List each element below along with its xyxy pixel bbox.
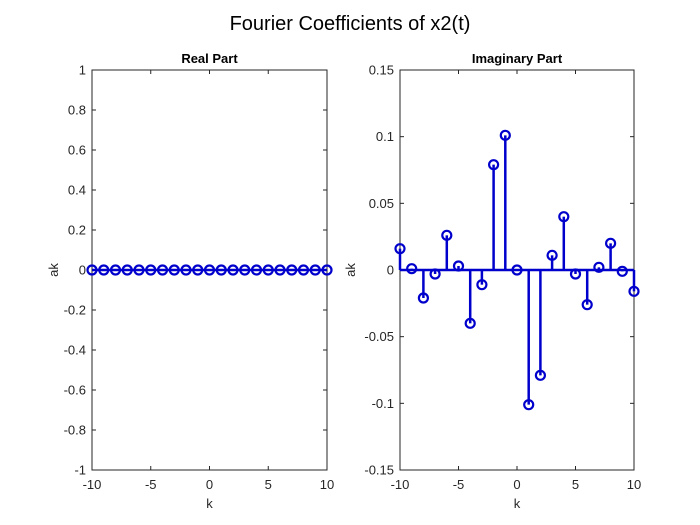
imaginary-part-panel: -10 -5 0 5 10 -0.15 -0.1 -0.05 0 0.05 0.1 0.15 Imagi… — [343, 51, 641, 511]
y-tick-label: -0.8 — [64, 423, 86, 438]
x-axis-label: k — [206, 496, 213, 511]
y-tick-label: 0 — [79, 263, 86, 278]
x-tick-label: 10 — [627, 477, 641, 492]
stem-marker — [168, 264, 180, 276]
stem-marker — [156, 264, 169, 276]
stem-marker — [581, 299, 593, 311]
stem-marker — [274, 264, 286, 276]
stem-marker — [286, 264, 298, 276]
y-tick-label: 0 — [387, 263, 394, 278]
stem-marker — [488, 159, 500, 171]
x-tick-label: -10 — [391, 477, 410, 492]
stem-marker — [98, 264, 110, 276]
stem-marker — [593, 261, 605, 273]
y-tick-label: 0.4 — [68, 183, 86, 198]
stem-marker — [558, 211, 570, 223]
stem-marker — [534, 369, 547, 381]
y-tick-label: -0.15 — [364, 463, 394, 478]
y-tick-label: -1 — [74, 463, 86, 478]
y-tick-label: -0.2 — [64, 303, 86, 318]
stem-marker — [511, 264, 523, 276]
stem-marker — [145, 264, 157, 276]
x-axis-label: k — [514, 496, 521, 511]
x-tick-label: -5 — [145, 477, 157, 492]
y-tick-label: -0.4 — [64, 343, 86, 358]
stem-marker — [616, 265, 628, 277]
subplot-title: Imaginary Part — [472, 51, 563, 66]
stem-marker — [523, 399, 535, 411]
y-tick-label: 0.05 — [369, 196, 394, 211]
stem-marker — [406, 263, 418, 275]
x-tick-label: 10 — [320, 477, 334, 492]
y-axis-label: ak — [343, 263, 358, 277]
y-tick-label: 1 — [79, 63, 86, 78]
stem-marker — [499, 129, 511, 141]
stem-marker — [628, 285, 640, 297]
stem-marker — [441, 229, 453, 241]
y-tick-label: 0.8 — [68, 103, 86, 118]
real-part-panel: -10 -5 0 5 10 -1 -0.8 -0.6 -0.4 -0.2 0 0.2 0.4 0.6 0.8… — [46, 51, 334, 511]
stem-marker — [429, 268, 441, 280]
stem-marker — [417, 292, 429, 304]
y-tick-label: 0.1 — [376, 129, 394, 144]
stem-marker — [604, 237, 617, 249]
stem-marker — [452, 260, 465, 272]
stem-marker — [227, 264, 239, 276]
y-tick-label: -0.6 — [64, 383, 86, 398]
y-tick-label: -0.05 — [364, 329, 394, 344]
stem-marker — [133, 264, 145, 276]
stem-marker — [192, 264, 204, 276]
y-axis-label: ak — [46, 263, 61, 277]
subplot-title: Real Part — [181, 51, 238, 66]
stem-marker — [121, 264, 133, 276]
stem-marker — [203, 264, 216, 276]
figure-title: Fourier Coefficients of x2(t) — [230, 13, 471, 35]
stem-marker — [86, 264, 98, 276]
x-tick-label: 0 — [206, 477, 213, 492]
stem-marker — [569, 268, 582, 280]
x-tick-label: -5 — [453, 477, 465, 492]
stem-marker — [321, 264, 333, 276]
stem-marker — [239, 264, 251, 276]
stem-marker — [180, 264, 192, 276]
x-tick-label: 5 — [265, 477, 272, 492]
y-tick-label: 0.15 — [369, 63, 394, 78]
stem-marker — [546, 249, 558, 261]
stem-marker — [262, 264, 274, 276]
stem-marker — [297, 264, 310, 276]
stem-marker — [109, 264, 122, 276]
x-tick-label: 0 — [513, 477, 520, 492]
stem-marker — [309, 264, 321, 276]
x-tick-label: -10 — [83, 477, 102, 492]
y-tick-label: -0.1 — [372, 396, 394, 411]
stem-marker — [215, 264, 227, 276]
x-tick-label: 5 — [572, 477, 579, 492]
stem-marker — [394, 243, 406, 255]
y-tick-label: 0.2 — [68, 223, 86, 238]
y-tick-label: 0.6 — [68, 143, 86, 158]
stem-marker — [464, 317, 476, 329]
stem-marker — [250, 264, 263, 276]
stem-marker — [476, 279, 488, 291]
